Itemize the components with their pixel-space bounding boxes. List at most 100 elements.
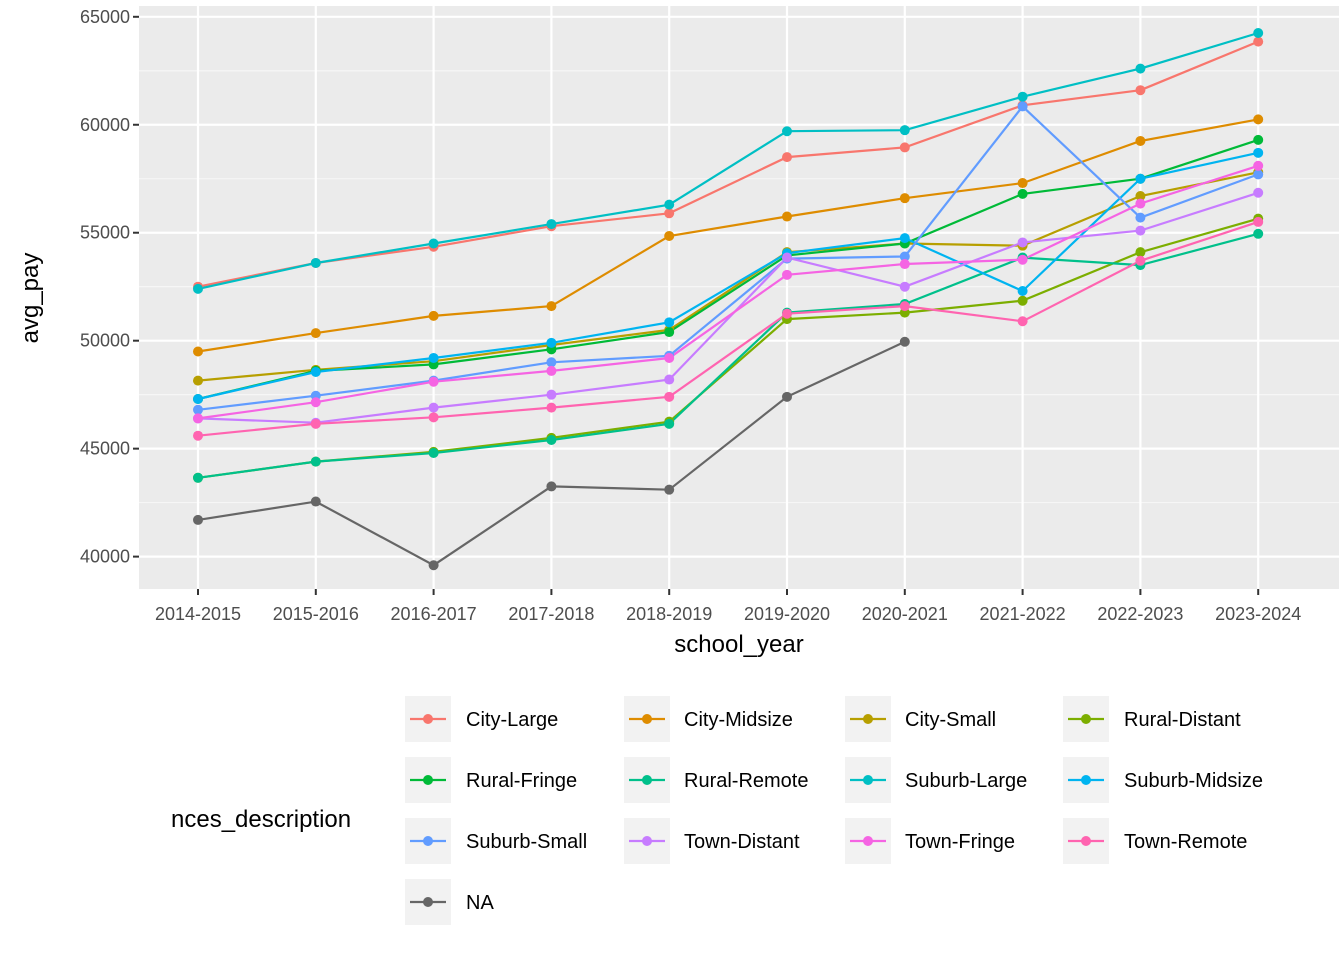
- data-point-town-remote: [664, 391, 675, 402]
- legend-label-town-remote: Town-Remote: [1124, 831, 1247, 853]
- data-point-suburb-midsize: [193, 393, 203, 404]
- legend-key-point-city-large: [423, 714, 433, 724]
- y-tick-label: 55000: [80, 223, 130, 243]
- legend-title: nces_description: [171, 806, 351, 833]
- major-gridlines: [139, 6, 1339, 589]
- data-point-suburb-large: [664, 199, 675, 210]
- data-point-town-fringe: [1135, 198, 1146, 209]
- data-point-town-remote: [193, 430, 203, 441]
- legend-key-point-town-fringe: [863, 836, 873, 846]
- data-point-suburb-small: [1253, 169, 1264, 180]
- data-point-town-fringe: [1253, 160, 1264, 171]
- legend-item-suburb-midsize: Suburb-Midsize: [1063, 757, 1263, 803]
- series-line-suburb-large: [197, 31, 1259, 290]
- data-point-rural-fringe: [1253, 134, 1264, 145]
- x-tick-label: 2014-2015: [155, 604, 241, 624]
- series-line-rural-remote: [197, 232, 1259, 479]
- data-point-town-remote: [428, 412, 439, 423]
- data-point-na: [428, 560, 439, 571]
- series-line-suburb-midsize: [197, 151, 1259, 401]
- legend-label-rural-fringe: Rural-Fringe: [466, 770, 577, 792]
- data-point-na: [546, 481, 557, 492]
- legend-key-point-rural-fringe: [423, 775, 433, 785]
- legend-key-point-town-remote: [1081, 836, 1091, 846]
- data-point-city-small: [193, 375, 203, 386]
- legend-label-rural-distant: Rural-Distant: [1124, 709, 1241, 731]
- x-tick-label: 2015-2016: [273, 604, 359, 624]
- data-point-town-fringe: [310, 397, 321, 408]
- data-point-rural-remote: [546, 435, 557, 446]
- data-point-town-fringe: [546, 365, 557, 376]
- data-point-na: [899, 336, 910, 347]
- x-axis-title: school_year: [674, 631, 803, 658]
- data-point-town-distant: [546, 389, 557, 400]
- data-point-suburb-large: [546, 219, 557, 230]
- legend-item-suburb-small: Suburb-Small: [405, 818, 587, 864]
- data-point-suburb-midsize: [664, 317, 675, 328]
- data-point-na: [664, 484, 675, 495]
- data-point-na: [193, 514, 203, 525]
- data-point-town-distant: [1253, 187, 1264, 198]
- data-point-suburb-midsize: [428, 352, 439, 363]
- data-point-town-remote: [310, 418, 321, 429]
- legend-key-point-suburb-small: [423, 836, 433, 846]
- data-point-suburb-large: [1253, 27, 1264, 38]
- data-point-city-midsize: [1017, 178, 1028, 189]
- data-point-suburb-large: [1135, 63, 1146, 74]
- data-point-town-fringe: [1017, 254, 1028, 265]
- data-point-suburb-large: [899, 125, 910, 136]
- data-point-na: [782, 391, 792, 402]
- data-point-suburb-large: [428, 238, 439, 249]
- legend-item-city-large: City-Large: [405, 696, 558, 742]
- data-point-town-remote: [546, 402, 557, 413]
- data-point-city-midsize: [1135, 135, 1146, 146]
- data-point-rural-remote: [664, 418, 675, 429]
- data-point-suburb-midsize: [1253, 147, 1264, 158]
- legend-label-town-distant: Town-Distant: [684, 831, 800, 853]
- data-point-town-distant: [899, 281, 910, 292]
- legend-label-suburb-midsize: Suburb-Midsize: [1124, 770, 1263, 792]
- y-axis: 40000 45000 50000 55000 60000 65000: [80, 7, 139, 567]
- legend-label-city-midsize: City-Midsize: [684, 709, 793, 731]
- data-point-town-remote: [899, 301, 910, 312]
- series-line-suburb-small: [197, 104, 1259, 411]
- data-point-city-large: [1135, 85, 1146, 96]
- x-tick-label: 2016-2017: [391, 604, 477, 624]
- data-point-suburb-midsize: [1017, 286, 1028, 297]
- series-line-town-distant: [197, 191, 1259, 424]
- data-point-town-distant: [1135, 225, 1146, 236]
- data-point-town-distant: [782, 252, 792, 263]
- y-axis-title: avg_pay: [17, 253, 44, 344]
- data-point-rural-fringe: [664, 327, 675, 338]
- data-point-rural-remote: [428, 447, 439, 458]
- y-tick-label: 40000: [80, 547, 130, 567]
- data-point-suburb-large: [193, 283, 203, 294]
- data-point-town-remote: [1135, 255, 1146, 266]
- series-line-city-large: [197, 40, 1259, 288]
- x-tick-label: 2022-2023: [1097, 604, 1183, 624]
- legend-label-rural-remote: Rural-Remote: [684, 770, 808, 792]
- data-point-na: [310, 496, 321, 507]
- legend-item-town-fringe: Town-Fringe: [845, 818, 1015, 864]
- legend-label-suburb-large: Suburb-Large: [905, 770, 1027, 792]
- x-tick-label: 2021-2022: [980, 604, 1066, 624]
- data-point-suburb-large: [782, 126, 792, 137]
- legend-item-town-remote: Town-Remote: [1063, 818, 1247, 864]
- data-point-suburb-midsize: [1135, 173, 1146, 184]
- data-point-city-large: [782, 152, 792, 163]
- x-tick-label: 2018-2019: [626, 604, 712, 624]
- data-point-city-midsize: [782, 211, 792, 222]
- legend-item-city-small: City-Small: [845, 696, 996, 742]
- data-point-suburb-midsize: [546, 337, 557, 348]
- y-tick-label: 45000: [80, 439, 130, 459]
- data-point-city-midsize: [664, 230, 675, 241]
- data-point-city-midsize: [899, 193, 910, 204]
- legend-key-point-suburb-large: [863, 775, 873, 785]
- y-tick-label: 65000: [80, 7, 130, 27]
- x-tick-label: 2019-2020: [744, 604, 830, 624]
- legend-key-point-rural-remote: [642, 775, 652, 785]
- legend-key-point-rural-distant: [1081, 714, 1091, 724]
- x-tick-label: 2017-2018: [508, 604, 594, 624]
- series-line-town-fringe: [197, 164, 1259, 420]
- series-line-rural-fringe: [197, 138, 1259, 401]
